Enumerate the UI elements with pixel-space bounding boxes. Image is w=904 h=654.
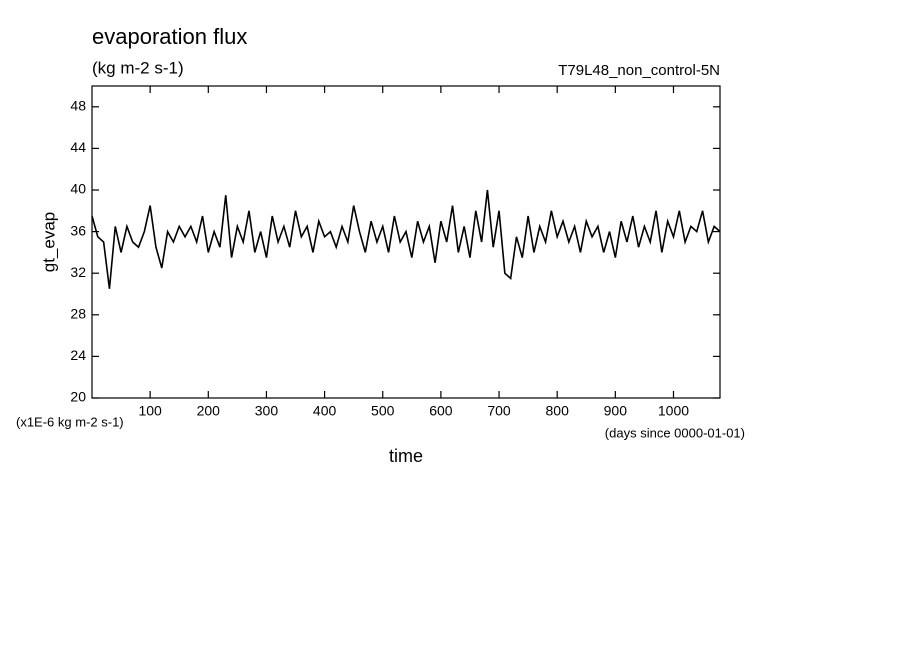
y-tick-label: 24 xyxy=(70,347,86,363)
y-unit-note: (x1E-6 kg m-2 s-1) xyxy=(16,414,124,429)
x-unit-note: (days since 0000-01-01) xyxy=(605,425,745,440)
y-tick-label: 40 xyxy=(70,181,86,197)
x-tick-label: 100 xyxy=(138,403,162,419)
x-tick-label: 300 xyxy=(255,403,279,419)
x-tick-label: 200 xyxy=(197,403,221,419)
data-line xyxy=(91,189,721,289)
y-axis-label: gt_evap xyxy=(39,212,58,273)
y-tick-label: 32 xyxy=(70,264,86,280)
x-tick-label: 700 xyxy=(487,403,511,419)
plot-frame xyxy=(91,85,721,399)
y-tick-label: 48 xyxy=(70,98,86,114)
x-tick-label: 400 xyxy=(313,403,337,419)
y-tick-label: 20 xyxy=(70,389,86,405)
y-tick-label: 36 xyxy=(70,222,86,238)
x-tick-label: 600 xyxy=(429,403,453,419)
y-tick-label: 28 xyxy=(70,306,86,322)
x-tick-label: 900 xyxy=(604,403,628,419)
x-tick-label: 1000 xyxy=(658,403,689,419)
chart-subtitle: (kg m-2 s-1) xyxy=(92,58,184,77)
y-tick-label: 44 xyxy=(70,139,86,155)
x-tick-label: 500 xyxy=(371,403,395,419)
annotation: T79L48_non_control-5N xyxy=(558,62,720,79)
chart-title: evaporation flux xyxy=(92,24,247,49)
x-axis-label: time xyxy=(389,446,423,466)
x-tick-label: 800 xyxy=(546,403,570,419)
